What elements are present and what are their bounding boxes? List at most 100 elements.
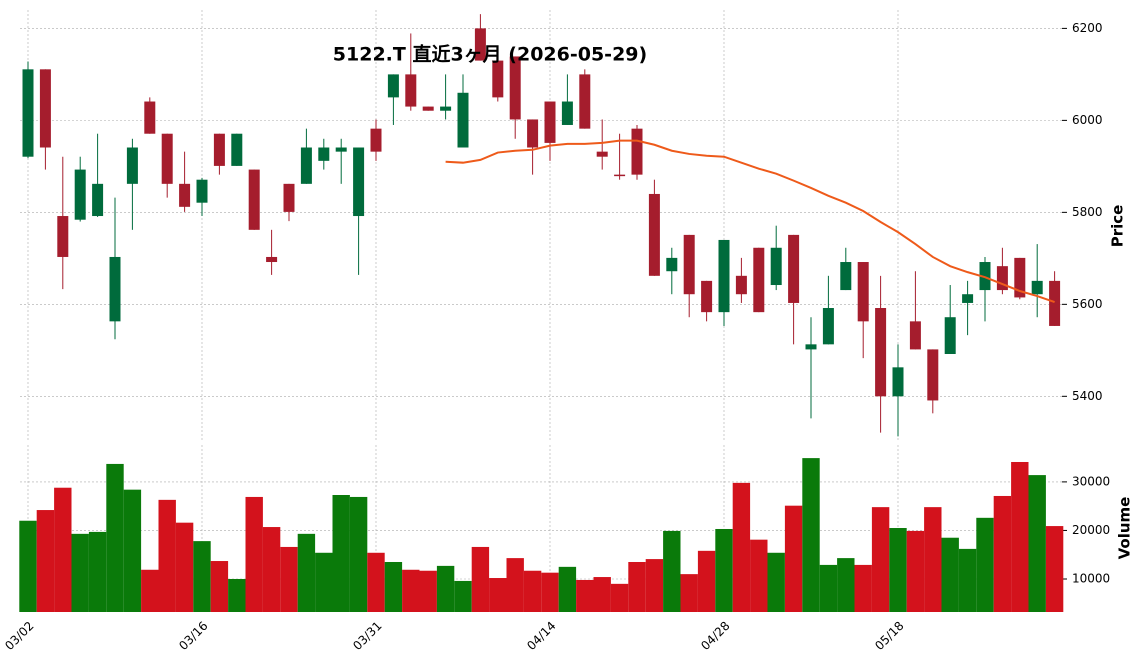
candle-body — [179, 183, 191, 207]
volume-bar — [419, 570, 437, 612]
candle-body — [144, 101, 156, 134]
candle-body — [840, 262, 852, 291]
volume-bar — [454, 580, 472, 612]
candle-body — [909, 321, 921, 350]
y-tick-label: 10000 — [1072, 571, 1110, 585]
candle-body — [631, 128, 643, 175]
candle-body — [318, 147, 330, 161]
candle-body — [57, 216, 69, 257]
volume-bar — [489, 578, 507, 612]
candle-body — [788, 234, 800, 303]
candle-body — [666, 257, 678, 272]
volume-bar — [280, 546, 298, 612]
volume-bar — [889, 528, 907, 612]
x-tick-label: 05/18 — [872, 619, 906, 653]
volume-bar — [610, 583, 629, 612]
volume-bar — [349, 496, 368, 612]
volume-bar — [593, 577, 611, 612]
candle-body — [248, 169, 260, 230]
candle-body — [805, 344, 817, 350]
volume-bar — [750, 539, 768, 612]
candle-body — [718, 239, 730, 313]
volume-bar — [158, 499, 176, 612]
volume-bar — [976, 517, 994, 612]
volume-bar — [906, 530, 925, 612]
candle-body — [527, 119, 539, 148]
candle-body — [492, 60, 504, 98]
volume-bar — [54, 487, 72, 612]
volume-bar — [245, 496, 263, 612]
candle-body — [39, 69, 51, 148]
volume-bar — [680, 574, 698, 612]
candle-body — [735, 275, 747, 295]
candle-body — [161, 133, 173, 184]
y-tick-label: 30000 — [1072, 474, 1110, 488]
candle-body — [614, 174, 626, 177]
grid — [20, 10, 1062, 612]
volume-bar — [436, 565, 455, 612]
candle-body — [683, 234, 695, 295]
y-tick-label: 5400 — [1072, 389, 1103, 403]
candle-body — [335, 147, 347, 152]
candle-body — [92, 183, 104, 217]
candle-body — [266, 256, 278, 263]
volume-bar — [262, 527, 281, 612]
candle-body — [857, 262, 869, 322]
candle-body — [1049, 280, 1061, 326]
volume-bar — [628, 561, 646, 612]
candle-body — [544, 101, 556, 143]
candle-body — [962, 294, 974, 303]
volume-bar — [1045, 526, 1064, 612]
candle-body — [405, 74, 417, 107]
candle-body — [753, 247, 765, 313]
candle-body — [387, 74, 399, 98]
candle-body — [370, 128, 382, 152]
volume-bar — [1011, 461, 1029, 612]
volume-bar — [941, 537, 959, 612]
y-tick-label: 6200 — [1072, 21, 1103, 35]
volume-axis-label: Volume — [1116, 497, 1134, 560]
volume-bar — [854, 564, 872, 612]
candle-body — [22, 69, 34, 157]
y-tick-label: 5800 — [1072, 205, 1103, 219]
volume-bar — [506, 558, 524, 612]
volume-bar — [837, 558, 855, 612]
candle-body — [300, 147, 312, 184]
volume-bar — [19, 520, 37, 612]
candle-body — [979, 262, 991, 291]
volume-bar — [558, 566, 577, 612]
volume-bar — [384, 561, 403, 612]
volume-bar — [958, 548, 977, 612]
volume-bar — [802, 458, 820, 612]
volume-bar — [106, 463, 124, 612]
candle-body — [126, 147, 138, 184]
volume-bar — [228, 578, 246, 612]
candle-body — [213, 133, 225, 166]
volume-bar — [697, 550, 716, 612]
x-tick-label: 03/16 — [176, 619, 210, 653]
candle-body — [701, 280, 713, 313]
candle-body — [996, 266, 1008, 291]
candle-body — [440, 106, 452, 111]
candle-body — [474, 28, 486, 61]
volume-bar — [663, 530, 681, 612]
volume-bar — [123, 489, 142, 612]
volume-bar — [193, 541, 211, 612]
volume-bar — [332, 495, 350, 612]
x-tick-label: 04/28 — [698, 619, 732, 653]
chart-title: 5122.T 直近3ヶ月 (2026-05-29) — [333, 43, 647, 66]
volume-bar — [36, 510, 55, 612]
volume-bar — [993, 495, 1012, 612]
volume-bar — [732, 482, 751, 612]
candle-body — [422, 106, 434, 111]
y-tick-label: 20000 — [1072, 523, 1110, 537]
volume-bar — [297, 533, 316, 612]
volume-bar — [141, 569, 159, 612]
candle-body — [579, 74, 591, 129]
volume-bar — [645, 559, 664, 612]
candle-body — [109, 256, 121, 322]
volume-bar — [819, 564, 838, 612]
volume-bar — [767, 552, 785, 612]
volume-bar — [367, 552, 385, 612]
